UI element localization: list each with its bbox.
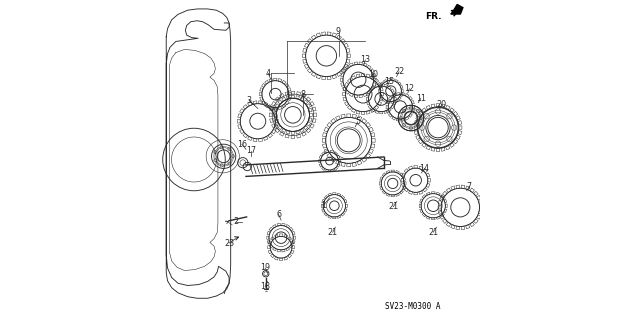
Text: 3: 3 <box>246 96 252 105</box>
Text: 5: 5 <box>355 117 360 126</box>
Text: 2: 2 <box>234 217 239 226</box>
Text: SV23-M0300 A: SV23-M0300 A <box>385 302 440 311</box>
Text: 12: 12 <box>404 84 414 93</box>
Text: 1: 1 <box>321 201 326 210</box>
Text: 7: 7 <box>467 182 472 191</box>
Text: 23: 23 <box>224 239 234 248</box>
Text: 20: 20 <box>436 100 447 109</box>
Text: 21: 21 <box>388 202 399 211</box>
Text: FR.: FR. <box>426 12 442 21</box>
Text: 10: 10 <box>369 70 379 78</box>
Text: 21: 21 <box>328 228 338 237</box>
Text: 18: 18 <box>260 282 270 291</box>
Text: 13: 13 <box>360 56 371 64</box>
Text: 22: 22 <box>394 67 404 76</box>
Text: 14: 14 <box>420 164 429 173</box>
Polygon shape <box>451 4 463 14</box>
Text: 4: 4 <box>266 69 271 78</box>
Text: 15: 15 <box>385 77 395 85</box>
Text: 21: 21 <box>428 228 438 237</box>
Text: 11: 11 <box>416 94 426 103</box>
Text: 8: 8 <box>301 90 306 99</box>
Text: 19: 19 <box>260 263 270 272</box>
Text: 9: 9 <box>336 27 341 36</box>
Text: 16: 16 <box>237 140 247 149</box>
Text: 6: 6 <box>276 210 281 219</box>
Text: 17: 17 <box>246 146 257 155</box>
